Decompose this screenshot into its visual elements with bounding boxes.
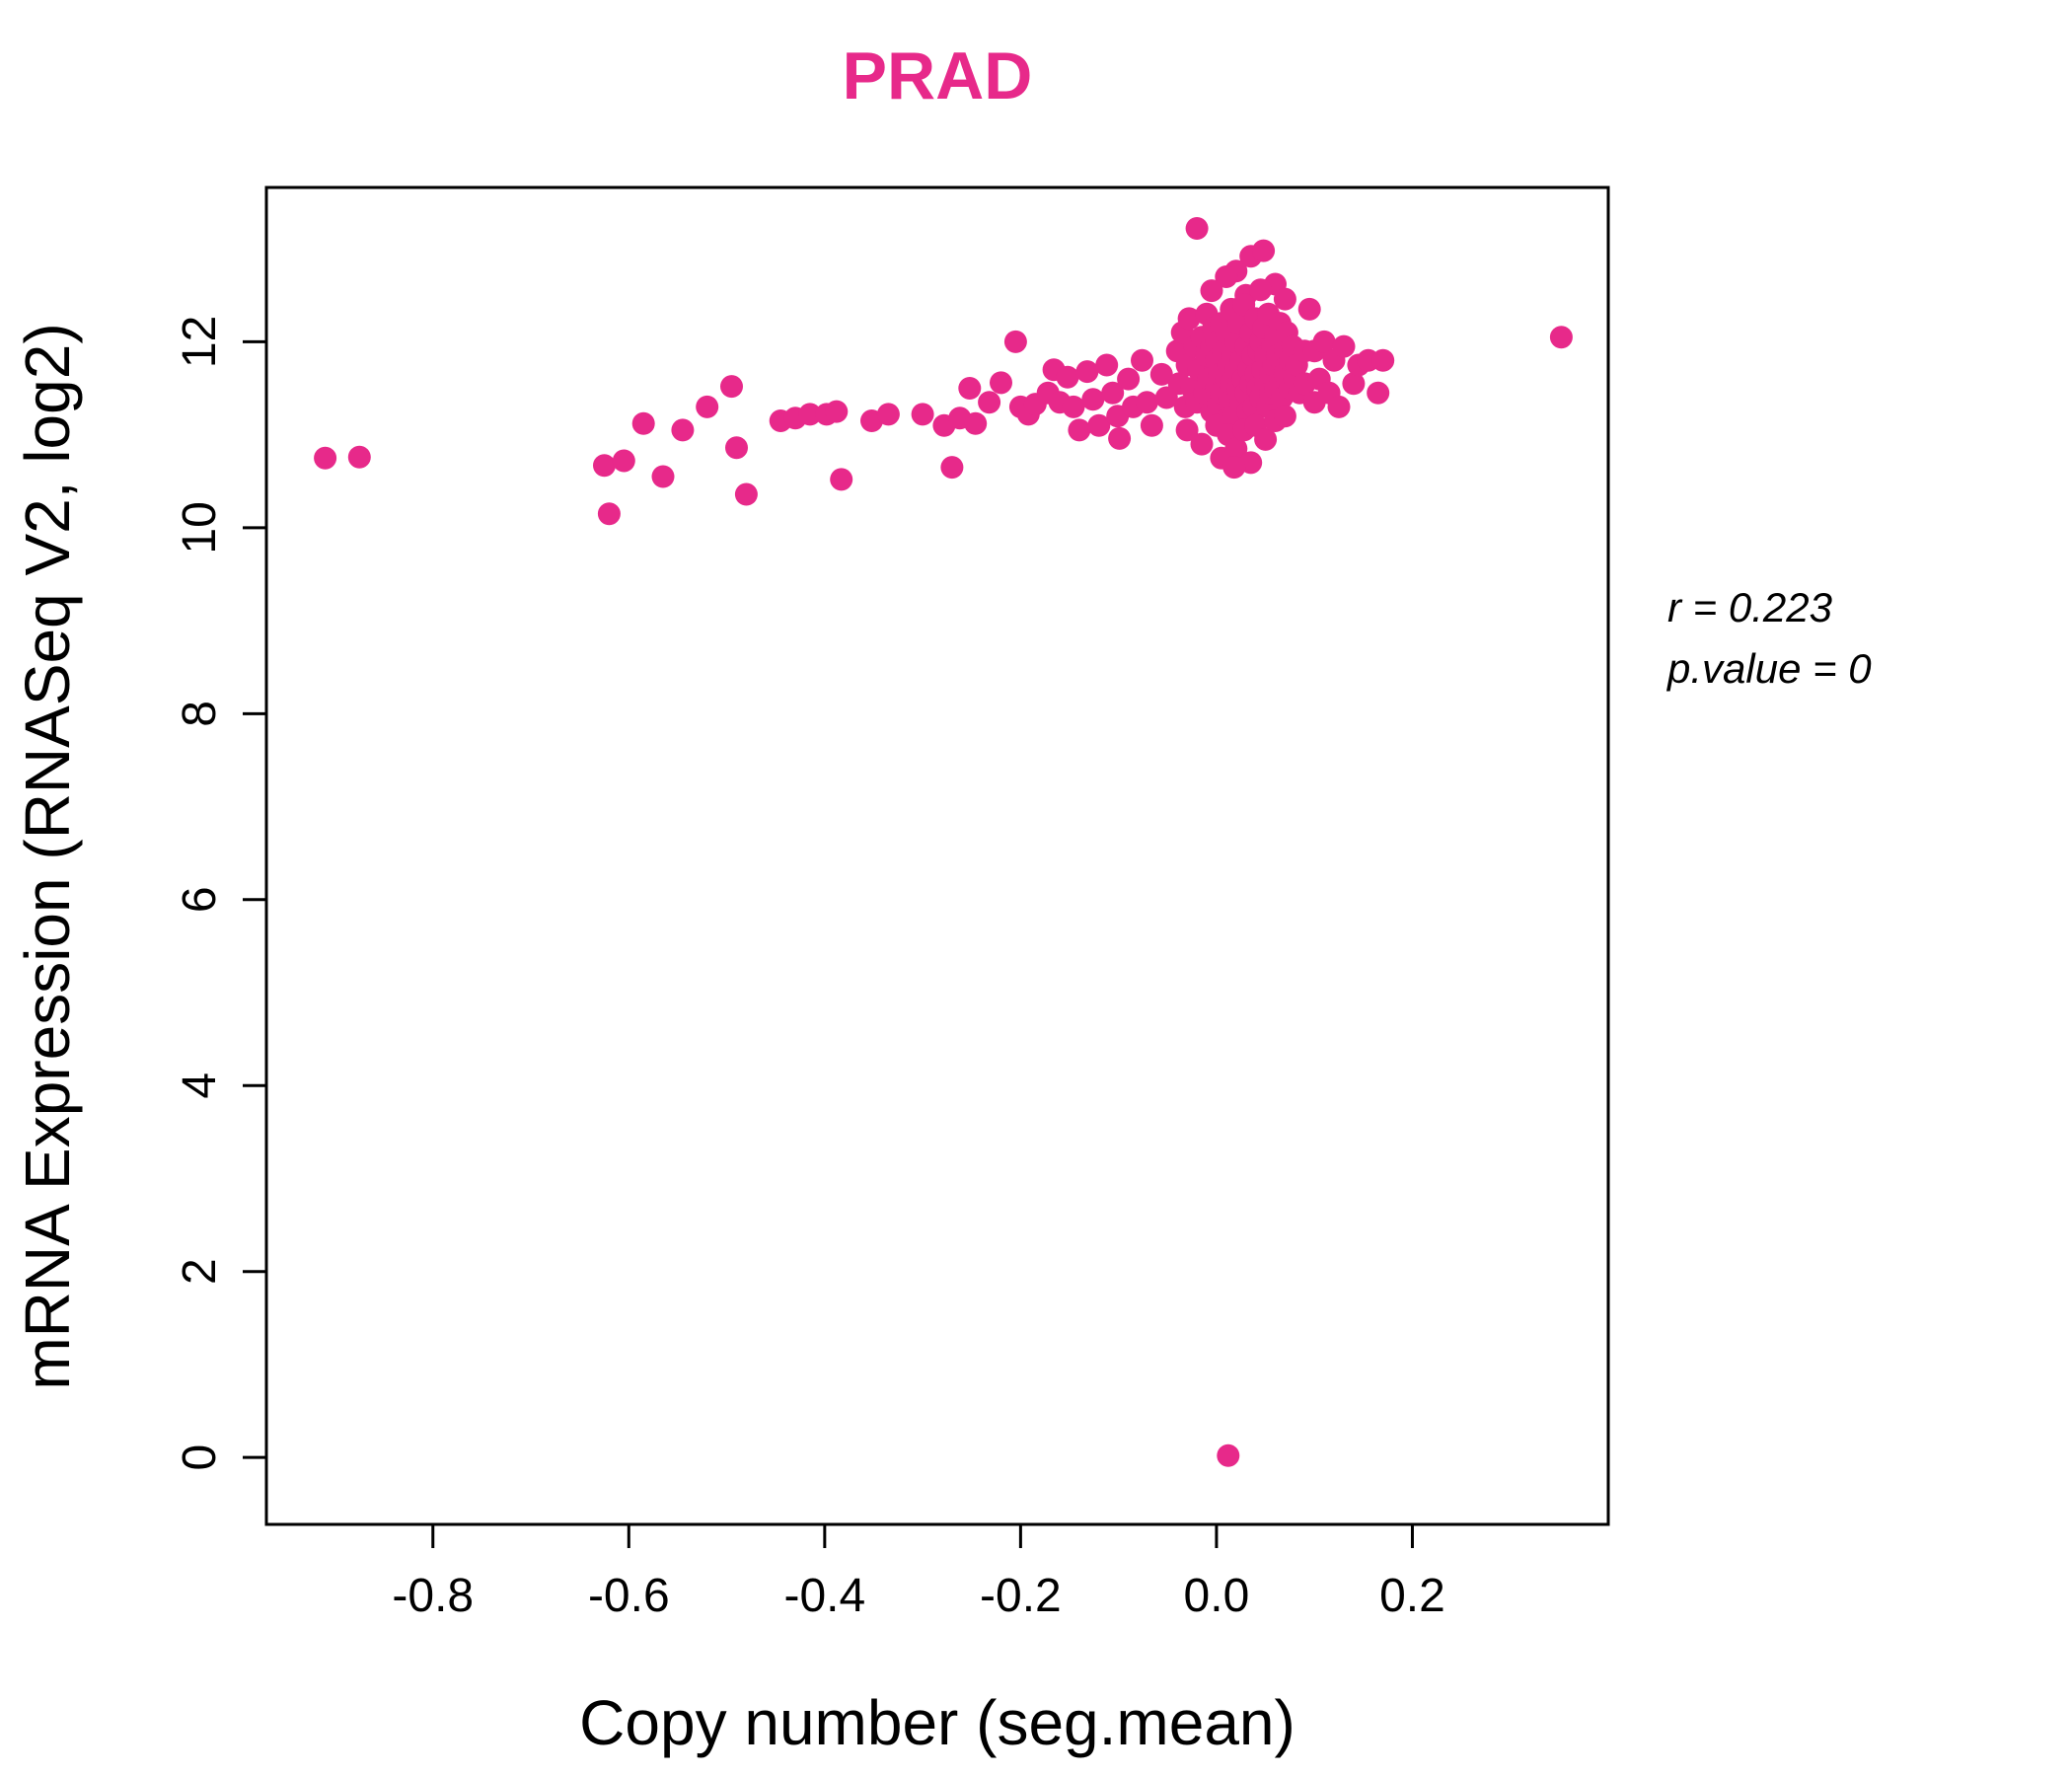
data-point <box>1068 418 1091 442</box>
y-tick-label: 0 <box>174 1444 226 1471</box>
data-point <box>612 449 635 473</box>
data-point <box>1108 426 1132 450</box>
data-point <box>1224 437 1248 461</box>
data-point <box>1117 367 1141 391</box>
data-point <box>1175 418 1199 442</box>
data-point <box>1367 381 1390 405</box>
correlation-annotation: r = 0.223 <box>1667 584 1832 630</box>
data-point <box>1312 330 1336 353</box>
data-point <box>1222 456 1246 480</box>
data-point <box>1190 432 1214 456</box>
data-point <box>1297 297 1321 321</box>
chart-title: PRAD <box>843 38 1033 113</box>
data-point <box>1332 334 1356 358</box>
data-point <box>1549 326 1573 349</box>
data-point <box>671 418 695 442</box>
data-point <box>1087 413 1111 437</box>
data-point <box>1185 217 1209 240</box>
data-point <box>1200 279 1223 303</box>
axis-ticks: -0.8 -0.6 -0.4 -0.2 0.0 0.2 0 2 4 6 8 10 12 <box>174 316 1445 1622</box>
data-point <box>1273 287 1296 311</box>
data-point <box>696 395 719 418</box>
data-point <box>631 411 655 435</box>
y-axis-title: mRNA Expression (RNASeq V2, log2) <box>12 323 83 1389</box>
data-point <box>830 468 853 491</box>
data-point <box>1149 362 1173 386</box>
data-point <box>1254 427 1278 451</box>
data-point <box>720 375 743 399</box>
data-point <box>876 403 900 426</box>
y-tick-label: 12 <box>174 316 226 368</box>
data-point <box>1273 405 1296 428</box>
x-axis-title: Copy number (seg.mean) <box>579 1687 1295 1758</box>
data-point <box>1177 307 1201 331</box>
y-tick-label: 2 <box>174 1258 226 1285</box>
data-point <box>1081 388 1105 411</box>
x-tick-label: -0.4 <box>783 1570 865 1622</box>
data-point <box>597 502 621 526</box>
data-point <box>1075 360 1099 384</box>
data-point <box>1135 391 1158 414</box>
data-point <box>958 377 982 400</box>
data-point <box>593 454 616 478</box>
data-point <box>1095 353 1119 377</box>
data-point <box>1327 395 1351 418</box>
y-tick-label: 4 <box>174 1073 226 1099</box>
y-tick-label: 6 <box>174 886 226 913</box>
plot-border <box>264 185 1610 1526</box>
data-point <box>1140 413 1163 437</box>
data-point <box>1249 278 1273 302</box>
data-point <box>651 465 675 488</box>
data-point <box>978 391 1001 414</box>
data-point <box>314 446 337 470</box>
data-point <box>1342 372 1366 396</box>
data-point <box>1217 1443 1240 1467</box>
data-point <box>964 411 988 435</box>
pvalue-annotation: p.value = 0 <box>1665 645 1872 692</box>
data-point <box>1101 381 1125 405</box>
data-point <box>825 400 849 423</box>
x-tick-label: -0.6 <box>588 1570 670 1622</box>
data-point <box>1371 348 1395 372</box>
data-point <box>725 436 748 460</box>
data-point <box>940 456 964 480</box>
data-point <box>1252 239 1276 262</box>
data-point <box>798 403 822 426</box>
data-point <box>1062 395 1085 418</box>
x-tick-label: 0.0 <box>1184 1570 1250 1622</box>
data-point <box>347 445 371 469</box>
x-tick-label: 0.2 <box>1379 1570 1445 1622</box>
x-tick-label: -0.8 <box>392 1570 474 1622</box>
y-tick-label: 10 <box>174 501 226 554</box>
data-point <box>911 403 934 426</box>
y-tick-label: 8 <box>174 701 226 727</box>
data-point <box>1056 365 1079 389</box>
data-point <box>1215 265 1238 288</box>
data-point <box>1003 330 1027 353</box>
data-point <box>990 371 1012 395</box>
data-point <box>1131 348 1153 372</box>
data-points <box>314 217 1573 1467</box>
data-point <box>734 482 758 506</box>
x-tick-label: -0.2 <box>980 1570 1062 1622</box>
